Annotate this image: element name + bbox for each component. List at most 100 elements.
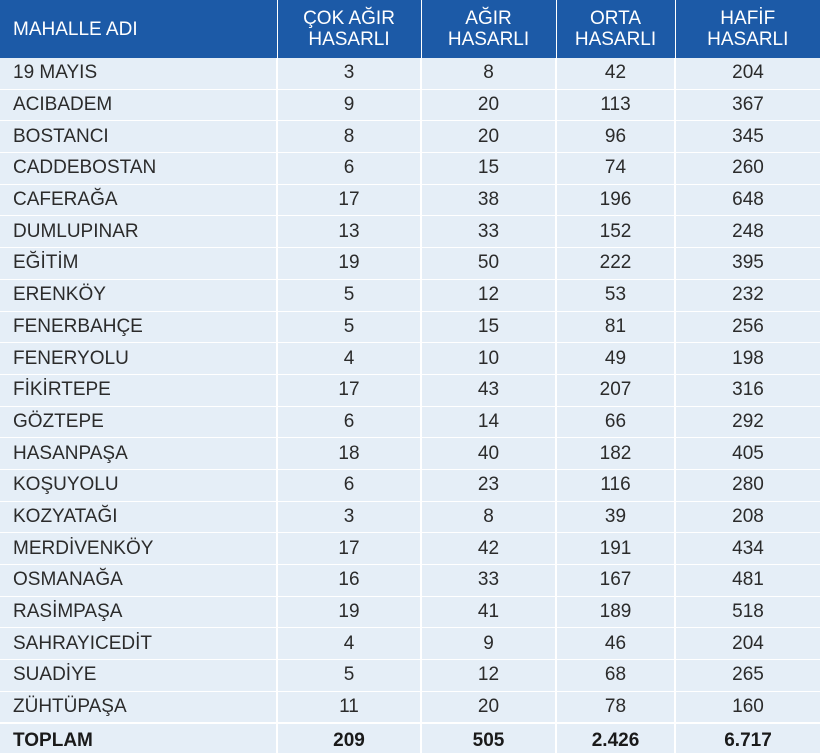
cell-heavy: 12 [421, 659, 557, 692]
cell-heavy: 20 [421, 89, 557, 122]
header-heavy-line1: AĞIR [465, 8, 512, 29]
header-very-heavy-damage: ÇOK AĞIR HASARLI [277, 0, 422, 58]
cell-very-heavy: 6 [277, 152, 422, 185]
cell-heavy: 20 [421, 691, 557, 724]
cell-very-heavy: 17 [277, 184, 422, 217]
cell-heavy: 43 [421, 374, 557, 407]
cell-light: 518 [675, 596, 820, 629]
cell-medium: 182 [556, 437, 676, 470]
cell-medium: 81 [556, 311, 676, 344]
cell-neighborhood: BOSTANCI [0, 120, 278, 154]
table-row: CAFERAĞA 17 38 196 648 [0, 184, 820, 217]
total-label: TOPLAM [0, 722, 278, 753]
header-medium-damage: ORTA HASARLI [556, 0, 676, 58]
cell-heavy: 23 [421, 469, 557, 502]
table-footer: TOPLAM 209 505 2.426 6.717 [0, 722, 820, 753]
header-neighborhood: MAHALLE ADI [0, 0, 278, 58]
cell-heavy: 38 [421, 184, 557, 217]
header-light-line1: HAFİF [720, 8, 776, 29]
cell-medium: 49 [556, 342, 676, 375]
cell-very-heavy: 5 [277, 311, 422, 344]
cell-medium: 207 [556, 374, 676, 407]
cell-medium: 152 [556, 215, 676, 249]
table-row: ZÜHTÜPAŞA 11 20 78 160 [0, 691, 820, 724]
cell-medium: 78 [556, 691, 676, 724]
table-row: FİKİRTEPE 17 43 207 316 [0, 374, 820, 407]
cell-medium: 96 [556, 120, 676, 154]
cell-light: 395 [675, 247, 820, 280]
cell-heavy: 12 [421, 279, 557, 312]
table-row: ACIBADEM 9 20 113 367 [0, 89, 820, 122]
cell-light: 160 [675, 691, 820, 724]
cell-medium: 53 [556, 279, 676, 312]
cell-medium: 46 [556, 627, 676, 661]
cell-light: 345 [675, 120, 820, 154]
cell-neighborhood: FENERBAHÇE [0, 311, 278, 344]
cell-heavy: 50 [421, 247, 557, 280]
table-row: GÖZTEPE 6 14 66 292 [0, 406, 820, 439]
cell-very-heavy: 13 [277, 215, 422, 249]
cell-light: 405 [675, 437, 820, 470]
cell-heavy: 8 [421, 58, 557, 90]
cell-neighborhood: SUADİYE [0, 659, 278, 692]
cell-very-heavy: 6 [277, 469, 422, 502]
cell-very-heavy: 19 [277, 596, 422, 629]
cell-neighborhood: FENERYOLU [0, 342, 278, 375]
cell-very-heavy: 5 [277, 279, 422, 312]
table-row: KOZYATAĞI 3 8 39 208 [0, 501, 820, 534]
header-heavy-line2: HASARLI [447, 29, 530, 50]
cell-heavy: 14 [421, 406, 557, 439]
cell-very-heavy: 11 [277, 691, 422, 724]
cell-light: 204 [675, 627, 820, 661]
cell-heavy: 33 [421, 564, 557, 597]
total-light: 6.717 [675, 722, 820, 753]
cell-light: 204 [675, 58, 820, 90]
cell-very-heavy: 3 [277, 501, 422, 534]
cell-heavy: 15 [421, 311, 557, 344]
cell-heavy: 15 [421, 152, 557, 185]
table-row: MERDİVENKÖY 17 42 191 434 [0, 532, 820, 565]
cell-neighborhood: OSMANAĞA [0, 564, 278, 597]
table-row: BOSTANCI 8 20 96 345 [0, 120, 820, 154]
table-header: MAHALLE ADI ÇOK AĞIR HASARLI AĞIR HASARL… [0, 0, 820, 58]
table-row: FENERBAHÇE 5 15 81 256 [0, 311, 820, 344]
cell-light: 481 [675, 564, 820, 597]
cell-heavy: 42 [421, 532, 557, 565]
cell-neighborhood: ZÜHTÜPAŞA [0, 691, 278, 724]
cell-very-heavy: 4 [277, 627, 422, 661]
table-row: HASANPAŞA 18 40 182 405 [0, 437, 820, 470]
cell-neighborhood: EĞİTİM [0, 247, 278, 280]
cell-very-heavy: 19 [277, 247, 422, 280]
cell-medium: 66 [556, 406, 676, 439]
cell-medium: 191 [556, 532, 676, 565]
table-row: OSMANAĞA 16 33 167 481 [0, 564, 820, 597]
cell-light: 248 [675, 215, 820, 249]
cell-neighborhood: KOŞUYOLU [0, 469, 278, 502]
cell-very-heavy: 3 [277, 58, 422, 90]
cell-light: 648 [675, 184, 820, 217]
cell-light: 260 [675, 152, 820, 185]
cell-medium: 116 [556, 469, 676, 502]
cell-neighborhood: ERENKÖY [0, 279, 278, 312]
cell-medium: 196 [556, 184, 676, 217]
cell-light: 256 [675, 311, 820, 344]
cell-very-heavy: 6 [277, 406, 422, 439]
header-heavy-damage: AĞIR HASARLI [421, 0, 557, 58]
cell-heavy: 20 [421, 120, 557, 154]
cell-heavy: 33 [421, 215, 557, 249]
table-row: SAHRAYICEDİT 4 9 46 204 [0, 627, 820, 661]
header-light-line2: HASARLI [707, 29, 789, 50]
cell-medium: 167 [556, 564, 676, 597]
cell-neighborhood: 19 MAYIS [0, 58, 278, 90]
cell-light: 316 [675, 374, 820, 407]
cell-very-heavy: 5 [277, 659, 422, 692]
cell-medium: 222 [556, 247, 676, 280]
cell-neighborhood: GÖZTEPE [0, 406, 278, 439]
header-very-heavy-line2: HASARLI [308, 29, 390, 50]
cell-neighborhood: HASANPAŞA [0, 437, 278, 470]
table-body: 19 MAYIS 3 8 42 204 ACIBADEM 9 20 113 367 BOSTANCI… [0, 58, 820, 724]
header-light-damage: HAFİF HASARLI [675, 0, 820, 58]
cell-very-heavy: 17 [277, 532, 422, 565]
cell-light: 198 [675, 342, 820, 375]
